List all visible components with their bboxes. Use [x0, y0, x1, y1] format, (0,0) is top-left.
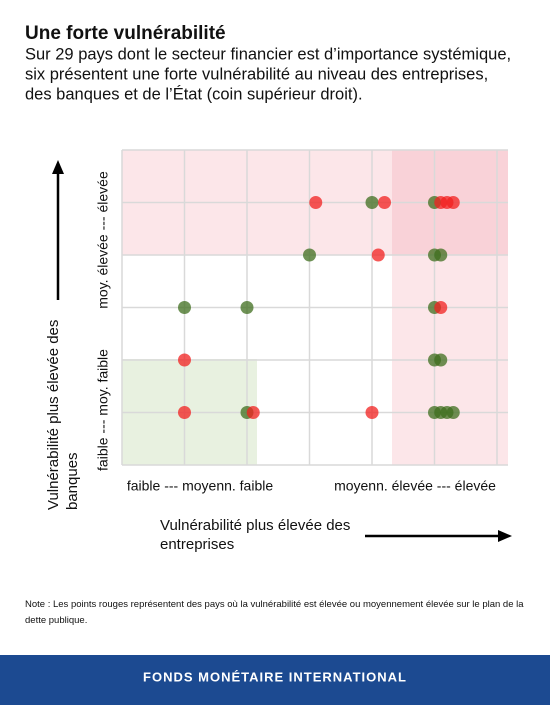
point	[446, 196, 460, 209]
point	[365, 196, 379, 209]
footer-band	[0, 655, 550, 705]
point	[178, 301, 191, 314]
axis-arrow-head	[52, 160, 64, 174]
subtitle: Sur 29 pays dont le secteur financier es…	[25, 45, 511, 63]
subtitle: six présentent une forte vulnérabilité a…	[25, 65, 488, 83]
point	[434, 301, 448, 314]
subtitle: des banques et de l’État (coin supérieur…	[25, 84, 363, 103]
point	[434, 248, 448, 262]
note: Note : Les points rouges représentent de…	[25, 599, 524, 626]
x-group-label: moyenn. élevée --- élevée	[334, 478, 496, 494]
chart-title: Une forte vulnérabilité	[25, 23, 226, 44]
point	[303, 248, 316, 262]
y-group-label: faible --- moy. faible	[95, 349, 111, 471]
point	[378, 196, 391, 209]
point	[246, 406, 260, 419]
x-axis-title: Vulnérabilité plus élevée des entreprise…	[160, 517, 351, 553]
point	[434, 353, 448, 367]
axis-arrow-head	[498, 530, 512, 542]
point	[178, 406, 191, 419]
point	[365, 406, 379, 419]
footer: FONDS MONÉTAIRE INTERNATIONAL	[143, 669, 407, 684]
x-group-label: faible --- moyenn. faible	[127, 478, 274, 494]
point	[309, 196, 323, 209]
point	[178, 353, 191, 367]
y-group-label: moy. élevée --- élevée	[95, 171, 111, 309]
point	[240, 301, 254, 314]
y-axis-title: Vulnérabilité plus élevée des banques	[45, 319, 81, 510]
point	[371, 248, 385, 262]
point	[446, 406, 460, 419]
